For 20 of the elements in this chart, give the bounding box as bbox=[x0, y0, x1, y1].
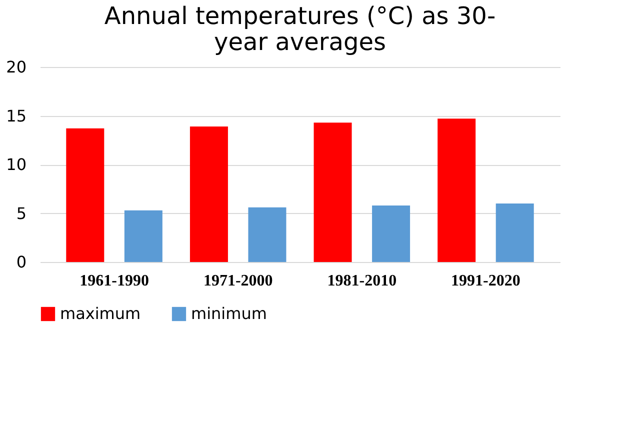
bar bbox=[190, 126, 228, 262]
legend-label: maximum bbox=[60, 304, 141, 323]
bar bbox=[66, 128, 104, 262]
y-tick-label: 20 bbox=[6, 58, 26, 76]
y-tick-label: 0 bbox=[16, 252, 26, 272]
bar bbox=[248, 207, 286, 262]
bar bbox=[314, 122, 352, 262]
x-tick-label: 1991-2020 bbox=[451, 272, 520, 290]
bar bbox=[372, 205, 410, 262]
chart-title: Annual temperatures (°C) as 30-year averages bbox=[104, 2, 496, 56]
x-tick-label: 1981-2010 bbox=[327, 272, 397, 290]
bar bbox=[496, 204, 534, 262]
y-tick-label: 5 bbox=[16, 204, 26, 223]
x-tick-label: 1971-2000 bbox=[203, 272, 273, 290]
y-tick-label: 10 bbox=[6, 155, 26, 174]
x-tick-label: 1961-1990 bbox=[80, 272, 149, 290]
y-tick-label: 15 bbox=[6, 106, 26, 126]
bar bbox=[124, 210, 162, 262]
bar bbox=[438, 118, 476, 262]
legend-label: minimum bbox=[191, 304, 267, 323]
